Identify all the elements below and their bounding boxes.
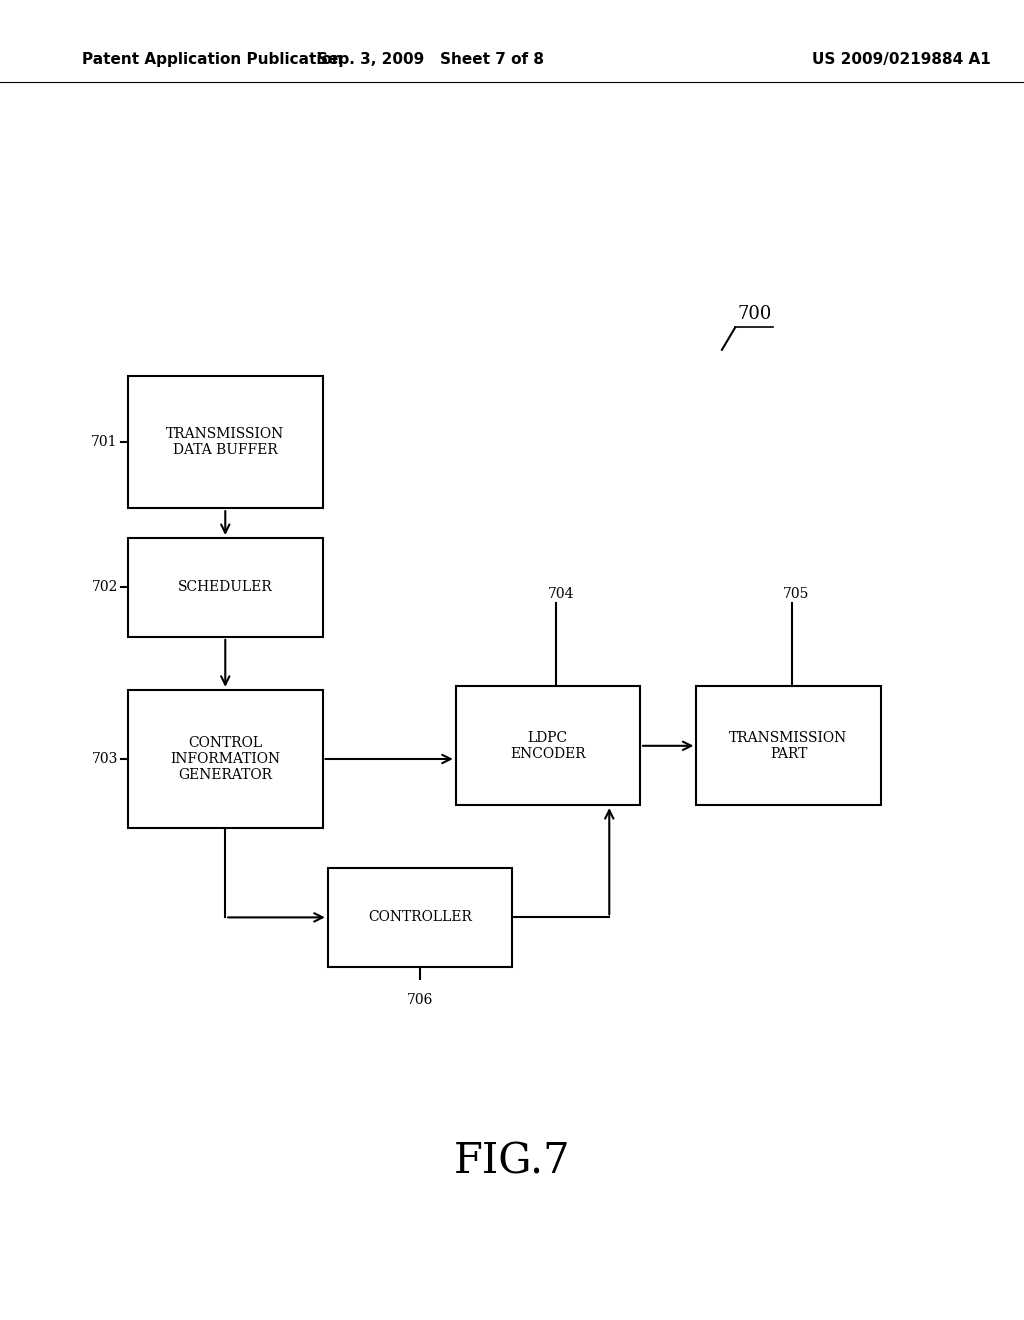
Text: TRANSMISSION
DATA BUFFER: TRANSMISSION DATA BUFFER bbox=[166, 428, 285, 457]
FancyBboxPatch shape bbox=[456, 686, 640, 805]
Text: CONTROL
INFORMATION
GENERATOR: CONTROL INFORMATION GENERATOR bbox=[170, 735, 281, 783]
Text: 702: 702 bbox=[91, 581, 118, 594]
Text: 705: 705 bbox=[783, 586, 810, 601]
Text: 701: 701 bbox=[91, 436, 118, 449]
Text: CONTROLLER: CONTROLLER bbox=[368, 911, 472, 924]
Text: Sep. 3, 2009   Sheet 7 of 8: Sep. 3, 2009 Sheet 7 of 8 bbox=[316, 51, 544, 67]
Text: 700: 700 bbox=[737, 305, 772, 323]
FancyBboxPatch shape bbox=[696, 686, 881, 805]
Text: US 2009/0219884 A1: US 2009/0219884 A1 bbox=[812, 51, 990, 67]
Text: TRANSMISSION
PART: TRANSMISSION PART bbox=[729, 731, 848, 760]
FancyBboxPatch shape bbox=[128, 689, 323, 829]
Text: 704: 704 bbox=[548, 586, 574, 601]
Text: SCHEDULER: SCHEDULER bbox=[178, 581, 272, 594]
FancyBboxPatch shape bbox=[128, 376, 323, 508]
Text: FIG.7: FIG.7 bbox=[454, 1140, 570, 1183]
Text: 706: 706 bbox=[407, 993, 433, 1007]
FancyBboxPatch shape bbox=[328, 869, 512, 966]
Text: 703: 703 bbox=[91, 752, 118, 766]
Text: Patent Application Publication: Patent Application Publication bbox=[82, 51, 343, 67]
Text: LDPC
ENCODER: LDPC ENCODER bbox=[510, 731, 586, 760]
FancyBboxPatch shape bbox=[128, 539, 323, 636]
